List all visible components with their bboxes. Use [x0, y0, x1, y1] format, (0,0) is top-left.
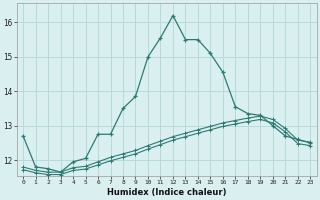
X-axis label: Humidex (Indice chaleur): Humidex (Indice chaleur): [107, 188, 227, 197]
